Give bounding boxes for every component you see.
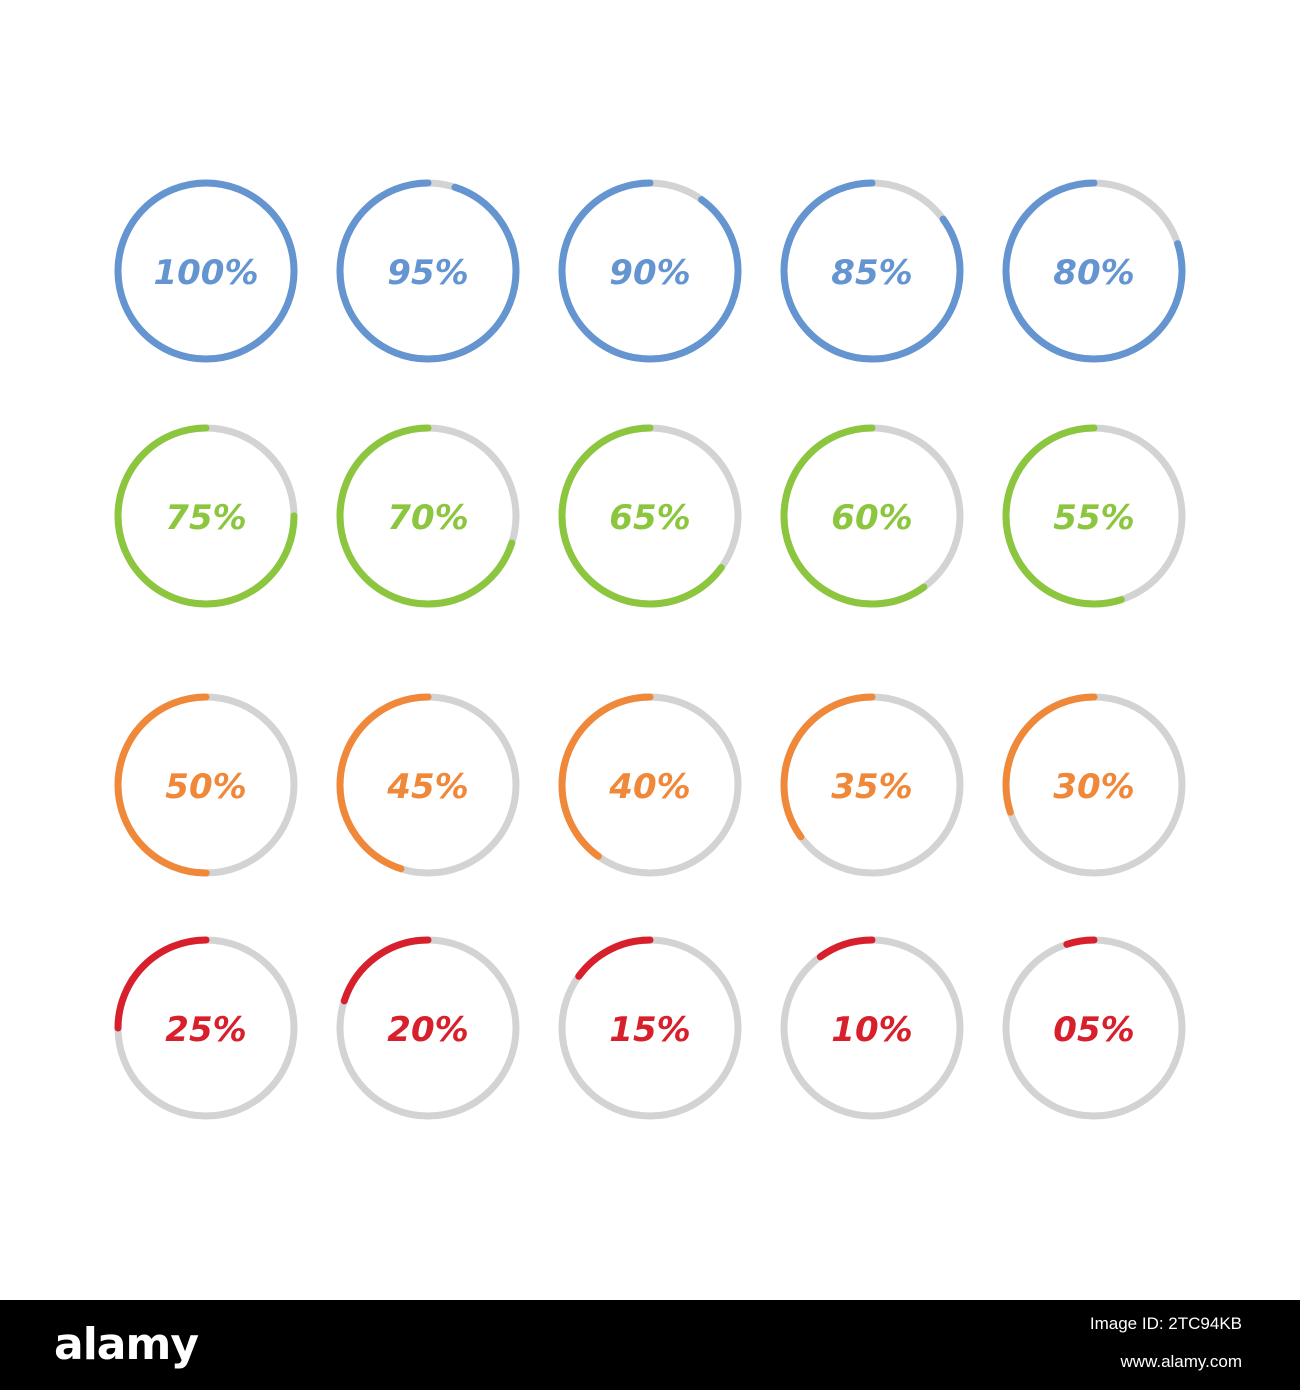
ring-percent-label: 35% xyxy=(831,767,912,807)
ring-percent-label: 10% xyxy=(831,1010,912,1050)
progress-ring-50: 50% xyxy=(114,693,298,877)
ring-progress-arc xyxy=(114,936,298,1120)
progress-ring-5: 05% xyxy=(1002,936,1186,1120)
ring-percent-label: 90% xyxy=(609,253,690,293)
ring-progress-arc xyxy=(780,693,964,877)
ring-percent-label: 75% xyxy=(165,498,246,538)
ring-percent-label: 20% xyxy=(387,1010,468,1050)
progress-ring-45: 45% xyxy=(336,693,520,877)
ring-progress-arc xyxy=(1002,693,1186,877)
ring-progress-arc xyxy=(558,693,742,877)
progress-ring-95: 95% xyxy=(336,179,520,363)
progress-ring-65: 65% xyxy=(558,424,742,608)
image-id-text: Image ID: 2TC94KB xyxy=(1089,1314,1242,1333)
watermark-footer: alamy Image ID: 2TC94KB www.alamy.com xyxy=(0,1300,1300,1390)
progress-ring-40: 40% xyxy=(558,693,742,877)
progress-rings-grid: 100% 95% 90% 85% 80% 75% 70% 65% 60% 55% 50% 45% 40%… xyxy=(114,179,1186,1120)
ring-percent-label: 15% xyxy=(609,1010,690,1050)
ring-progress-arc xyxy=(558,936,742,1120)
ring-percent-label: 70% xyxy=(387,498,468,538)
ring-percent-label: 45% xyxy=(386,767,468,807)
ring-progress-arc xyxy=(1002,179,1186,363)
progress-ring-70: 70% xyxy=(336,424,520,608)
ring-percent-label: 65% xyxy=(609,498,690,538)
site-url-text: www.alamy.com xyxy=(1120,1352,1242,1371)
progress-ring-100: 100% xyxy=(114,179,298,363)
progress-ring-85: 85% xyxy=(780,179,964,363)
ring-progress-arc xyxy=(336,693,520,877)
progress-ring-55: 55% xyxy=(1002,424,1186,608)
ring-percent-label: 05% xyxy=(1053,1010,1134,1050)
ring-percent-label: 100% xyxy=(153,253,258,293)
ring-progress-arc xyxy=(336,936,520,1120)
ring-progress-arc xyxy=(780,424,964,608)
ring-progress-arc xyxy=(336,424,520,608)
ring-progress-arc xyxy=(114,179,298,363)
progress-ring-60: 60% xyxy=(780,424,964,608)
ring-percent-label: 25% xyxy=(165,1010,246,1050)
ring-percent-label: 40% xyxy=(608,767,690,807)
ring-percent-label: 55% xyxy=(1053,498,1134,538)
progress-ring-80: 80% xyxy=(1002,179,1186,363)
ring-percent-label: 80% xyxy=(1053,253,1134,293)
progress-ring-30: 30% xyxy=(1002,693,1186,877)
ring-progress-arc xyxy=(336,179,520,363)
ring-progress-arc xyxy=(780,936,964,1120)
ring-progress-arc xyxy=(558,179,742,363)
progress-ring-90: 90% xyxy=(558,179,742,363)
progress-ring-10: 10% xyxy=(780,936,964,1120)
ring-progress-arc xyxy=(114,424,298,608)
progress-ring-15: 15% xyxy=(558,936,742,1120)
ring-percent-label: 95% xyxy=(387,253,468,293)
ring-progress-arc xyxy=(114,693,298,877)
progress-ring-35: 35% xyxy=(780,693,964,877)
ring-percent-label: 30% xyxy=(1053,767,1134,807)
progress-ring-20: 20% xyxy=(336,936,520,1120)
ring-progress-arc xyxy=(1002,936,1186,1120)
progress-ring-75: 75% xyxy=(114,424,298,608)
ring-progress-arc xyxy=(780,179,964,363)
ring-percent-label: 85% xyxy=(831,253,912,293)
ring-percent-label: 60% xyxy=(831,498,912,538)
alamy-logo: alamy xyxy=(54,1319,199,1370)
progress-ring-25: 25% xyxy=(114,936,298,1120)
ring-progress-arc xyxy=(558,424,742,608)
ring-progress-arc xyxy=(1002,424,1186,608)
ring-percent-label: 50% xyxy=(165,767,246,807)
